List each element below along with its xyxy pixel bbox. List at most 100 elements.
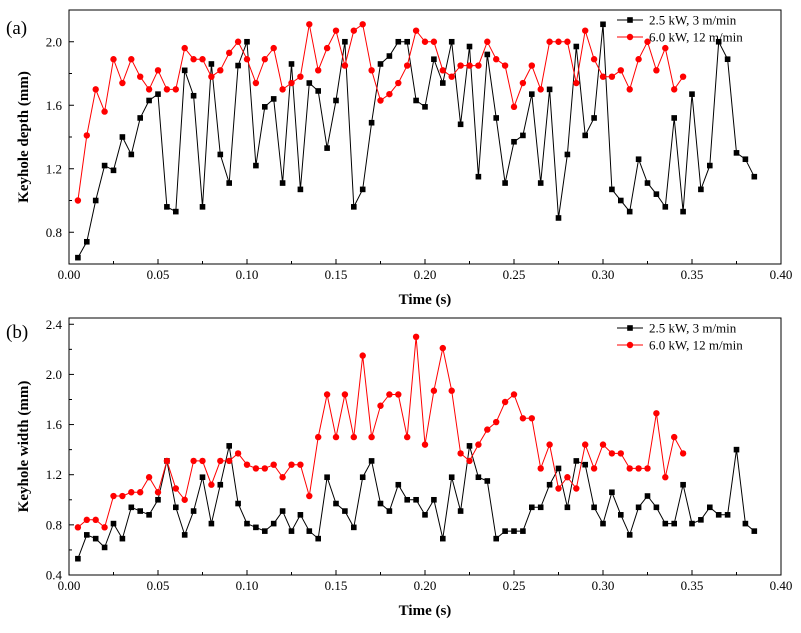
data-point [493,115,499,121]
data-point [590,465,598,472]
data-point [395,391,402,398]
data-point [323,391,331,398]
data-point [689,520,695,527]
data-point [440,535,446,542]
data-point [386,53,393,59]
x-tick-label: 0.25 [503,267,526,282]
data-point [475,62,482,69]
data-point [680,481,686,488]
x-tick-label: 0.15 [325,267,348,282]
data-point [110,56,117,63]
series-red [74,333,687,531]
data-point [173,504,179,511]
data-point [235,500,241,507]
data-point [128,151,135,158]
data-point [529,504,535,511]
data-point [537,180,544,186]
data-point [707,162,713,169]
data-point [181,496,188,503]
legend-label: 6.0 kW, 12 m/min [649,338,743,353]
legend-label: 2.5 kW, 3 m/min [649,13,737,28]
data-point [608,450,616,457]
data-point [431,56,437,63]
data-point [466,62,473,69]
data-point [662,474,669,481]
data-point [110,520,117,527]
data-point [359,352,366,359]
data-point [582,441,589,448]
data-point [146,512,152,518]
legend-marker [627,325,633,331]
data-point [262,104,268,110]
data-point [582,132,588,139]
data-point [466,457,473,465]
legend-marker [626,341,634,349]
data-point [92,86,99,93]
data-point [635,56,642,63]
data-point [288,461,295,468]
data-point [466,43,473,50]
data-point [84,238,90,245]
data-point [412,27,420,34]
data-point [671,433,678,441]
data-point [484,38,491,45]
data-point [733,446,740,453]
x-tick-label: 0.35 [681,578,704,593]
data-point [404,38,410,45]
data-point [395,38,402,45]
data-point [742,156,749,163]
data-point [689,91,695,97]
data-point [599,441,607,448]
legend-marker [627,17,633,23]
data-point [591,504,597,511]
data-point [679,450,687,457]
data-point [564,151,571,158]
data-point [609,186,615,193]
data-point [83,132,91,139]
data-point [297,73,304,80]
data-point [546,86,553,93]
data-point [600,520,606,527]
data-point [662,520,669,527]
data-point [101,544,108,551]
data-point [626,208,633,215]
data-point [288,79,295,87]
data-point [528,62,535,69]
data-point [599,73,607,80]
data-point [395,481,402,488]
x-tick-label: 0.00 [58,267,81,282]
data-point [234,38,242,45]
data-point [217,151,224,158]
data-point [377,97,384,104]
data-point [679,73,687,80]
data-point [421,441,429,448]
data-point [422,512,428,518]
data-point [101,108,108,115]
data-point [155,496,161,503]
data-point [262,528,268,534]
data-point [457,508,464,514]
x-tick-label: 0.20 [414,267,437,282]
data-point [680,208,686,215]
legend: 2.5 kW, 3 m/min 6.0 kW, 12 m/min [617,321,743,353]
data-point [181,532,188,538]
data-point [475,441,482,448]
x-tick-label: 0.05 [147,578,170,593]
data-point [537,504,544,511]
data-point [653,504,660,511]
data-point [484,478,491,484]
y-tick-label: 0.8 [46,225,62,240]
data-point [555,465,562,472]
data-point [377,500,384,507]
data-point [128,504,135,511]
data-point [190,457,197,465]
data-point [671,520,677,527]
data-point [368,119,375,126]
data-point [502,528,508,534]
data-point [297,186,304,193]
data-point [386,90,393,98]
data-point [137,489,144,496]
x-tick-label: 0.20 [414,578,437,593]
data-point [119,492,126,500]
data-point [199,474,206,481]
